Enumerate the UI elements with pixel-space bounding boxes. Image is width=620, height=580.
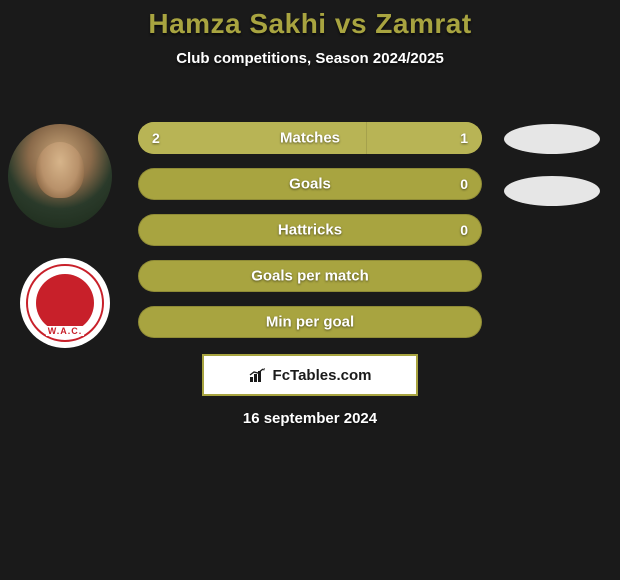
brand-text: FcTables.com [273, 367, 372, 384]
chart-icon [249, 368, 267, 382]
stat-row: Matches2 1 [138, 122, 482, 154]
stats-bars: Matches21Goals0Hattricks0Goals per match… [138, 122, 482, 352]
stat-label: Goals [138, 176, 482, 193]
stat-label: Goals per match [138, 268, 482, 285]
stat-row: Hattricks0 [138, 214, 482, 246]
stat-value-left: 2 [152, 130, 160, 146]
stat-label: Matches [138, 130, 482, 147]
stat-row: Min per goal [138, 306, 482, 338]
stat-row: Goals0 [138, 168, 482, 200]
player-right-avatar-placeholder [504, 124, 600, 154]
page-title: Hamza Sakhi vs Zamrat [0, 8, 620, 40]
stat-row: Goals per match [138, 260, 482, 292]
player-right-club-placeholder [504, 176, 600, 206]
brand-badge[interactable]: FcTables.com [202, 354, 418, 396]
subtitle: Club competitions, Season 2024/2025 [0, 50, 620, 67]
player-left-avatar [8, 124, 112, 228]
stat-value-right: 0 [460, 176, 468, 192]
stat-label: Hattricks [138, 222, 482, 239]
stat-value-right: 0 [460, 222, 468, 238]
club-logo-ring: W.A.C. [26, 264, 104, 342]
club-code-label: W.A.C. [46, 326, 85, 336]
stat-label: Min per goal [138, 314, 482, 331]
stat-value-right: 1 [460, 130, 468, 146]
comparison-card: Hamza Sakhi vs Zamrat Club competitions,… [0, 0, 620, 580]
player-left-club-logo: W.A.C. [20, 258, 110, 348]
date-label: 16 september 2024 [0, 410, 620, 427]
